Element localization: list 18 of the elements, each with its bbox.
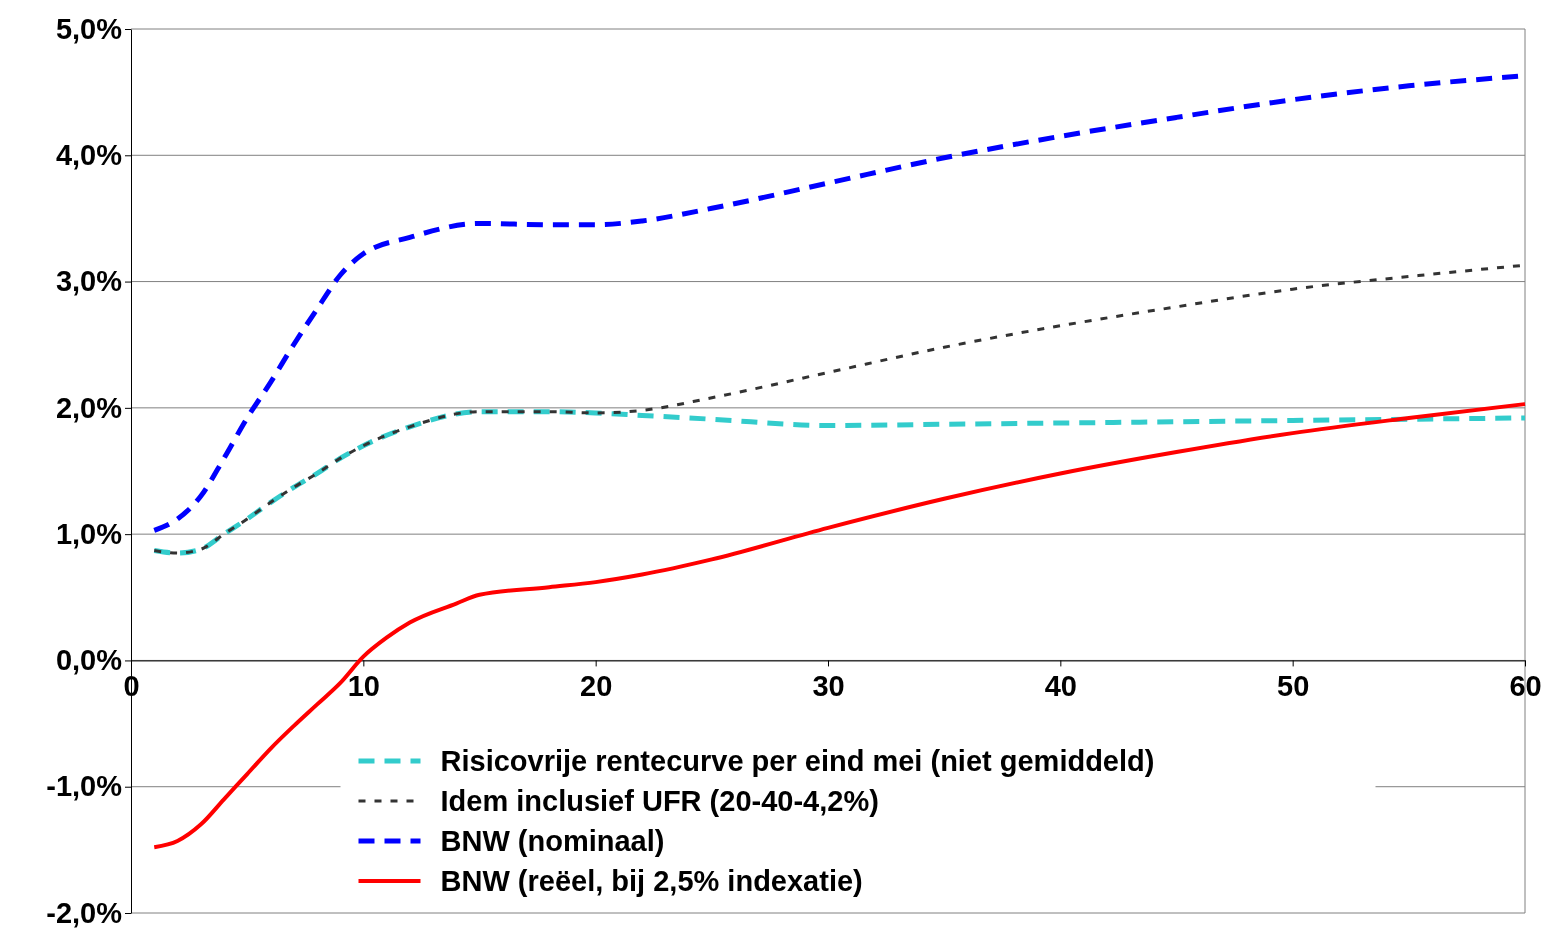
x-tick-label: 30 (812, 669, 845, 702)
y-tick-label: 2,0% (55, 391, 123, 424)
y-tick-label: 0,0% (55, 644, 123, 677)
y-tick-label: 3,0% (55, 265, 123, 298)
x-tick-label: 40 (1044, 669, 1077, 702)
y-tick-label: 4,0% (55, 139, 123, 172)
y-tick-label: 5,0% (55, 12, 123, 45)
x-tick-label: 50 (1277, 669, 1310, 702)
y-tick-label: -1,0% (46, 770, 123, 803)
y-tick-label: -2,0% (46, 896, 123, 929)
legend-label: BNW (nominaal) (440, 825, 665, 858)
legend-label: BNW (reëel, bij 2,5% indexatie) (440, 865, 863, 898)
y-tick-label: 1,0% (55, 517, 123, 550)
x-tick-label: 10 (347, 669, 380, 702)
legend-label: Risicovrije rentecurve per eind mei (niet gemiddeld) (440, 745, 1155, 778)
x-tick-label: 60 (1509, 669, 1542, 702)
x-tick-label: 20 (580, 669, 613, 702)
legend-label: Idem inclusief UFR (20-40-4,2%) (440, 785, 879, 818)
